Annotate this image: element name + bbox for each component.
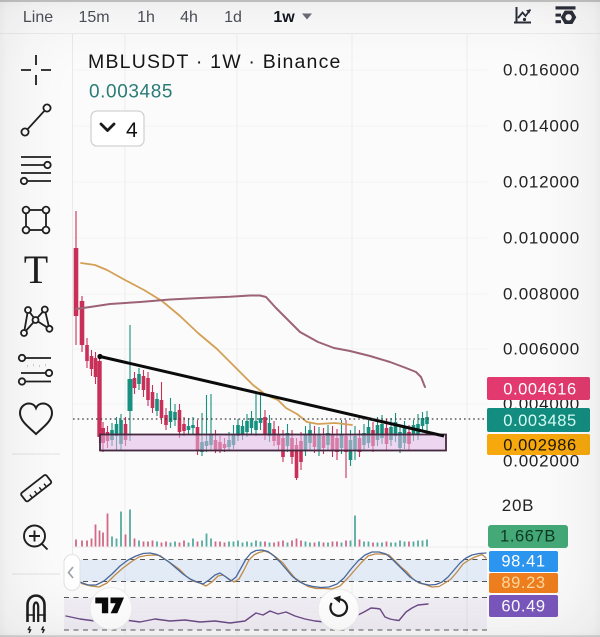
svg-text:4: 4 [126,119,138,142]
svg-text:Line: Line [23,9,53,26]
svg-text:0.006000: 0.006000 [503,340,580,359]
svg-text:0.016000: 0.016000 [503,61,580,80]
svg-text:20B: 20B [502,496,535,515]
svg-text:0.003485: 0.003485 [503,412,577,430]
svg-text:MBLUSDT · 1W · Binance: MBLUSDT · 1W · Binance [88,51,342,73]
svg-text:15m: 15m [78,9,109,26]
svg-text:98.41: 98.41 [501,553,545,571]
svg-text:4h: 4h [180,9,198,26]
svg-text:0.003485: 0.003485 [89,82,173,103]
svg-text:1d: 1d [224,9,242,26]
svg-text:0.002986: 0.002986 [503,436,577,454]
svg-text:89.23: 89.23 [501,574,545,592]
svg-text:0.002000: 0.002000 [503,452,580,471]
svg-text:1w: 1w [273,9,295,26]
svg-text:60.49: 60.49 [501,598,545,616]
svg-text:T: T [24,247,48,292]
svg-text:0.014000: 0.014000 [503,117,580,136]
svg-text:0.008000: 0.008000 [503,285,580,304]
svg-text:0.010000: 0.010000 [503,229,580,248]
svg-text:1.667B: 1.667B [500,528,556,546]
svg-text:0.012000: 0.012000 [503,173,580,192]
svg-text:0.004616: 0.004616 [503,381,577,399]
svg-text:1h: 1h [137,9,155,26]
